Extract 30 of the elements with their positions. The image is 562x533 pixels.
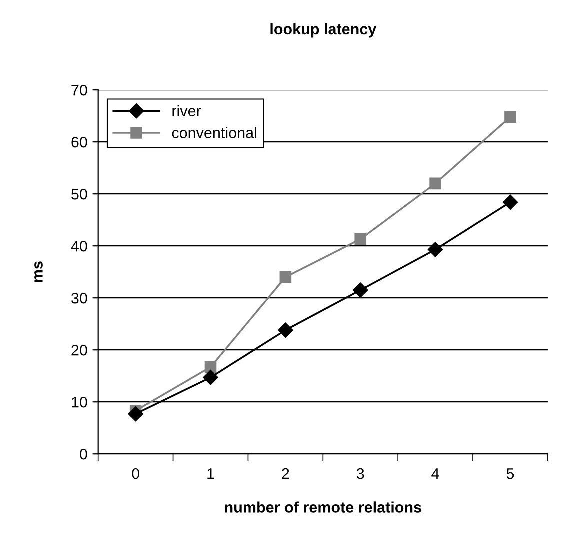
legend-label: conventional — [172, 127, 256, 138]
y-tick-label: 40 — [71, 240, 88, 252]
y-tick-label: 0 — [80, 448, 88, 460]
point — [502, 194, 518, 210]
y-tick-label: 70 — [72, 84, 88, 96]
point — [504, 111, 516, 124]
chart-title: lookup latency — [270, 23, 377, 38]
point — [280, 271, 292, 284]
x-axis-title: number of remote relations — [225, 502, 422, 513]
point — [204, 361, 217, 374]
y-tick-label: 50 — [72, 188, 88, 200]
y-tick-label: 30 — [72, 292, 88, 304]
point — [278, 322, 294, 338]
legend-label: river — [172, 105, 202, 117]
point — [428, 242, 444, 258]
x-tick-label: 0 — [132, 468, 140, 480]
y-tick-label: 10 — [72, 396, 88, 408]
point — [430, 178, 442, 190]
y-tick-label: 20 — [72, 344, 88, 356]
point — [353, 282, 368, 298]
x-tick-label: 5 — [506, 468, 514, 480]
y-tick-label: 60 — [72, 136, 88, 148]
point — [203, 370, 218, 386]
x-tick-label: 3 — [356, 468, 364, 480]
x-tick-label: 4 — [432, 468, 440, 480]
point — [128, 406, 144, 422]
point — [354, 233, 367, 246]
x-tick-label: 1 — [208, 468, 214, 480]
y-axis-title: ms — [34, 262, 43, 282]
x-tick-label: 2 — [282, 468, 290, 480]
